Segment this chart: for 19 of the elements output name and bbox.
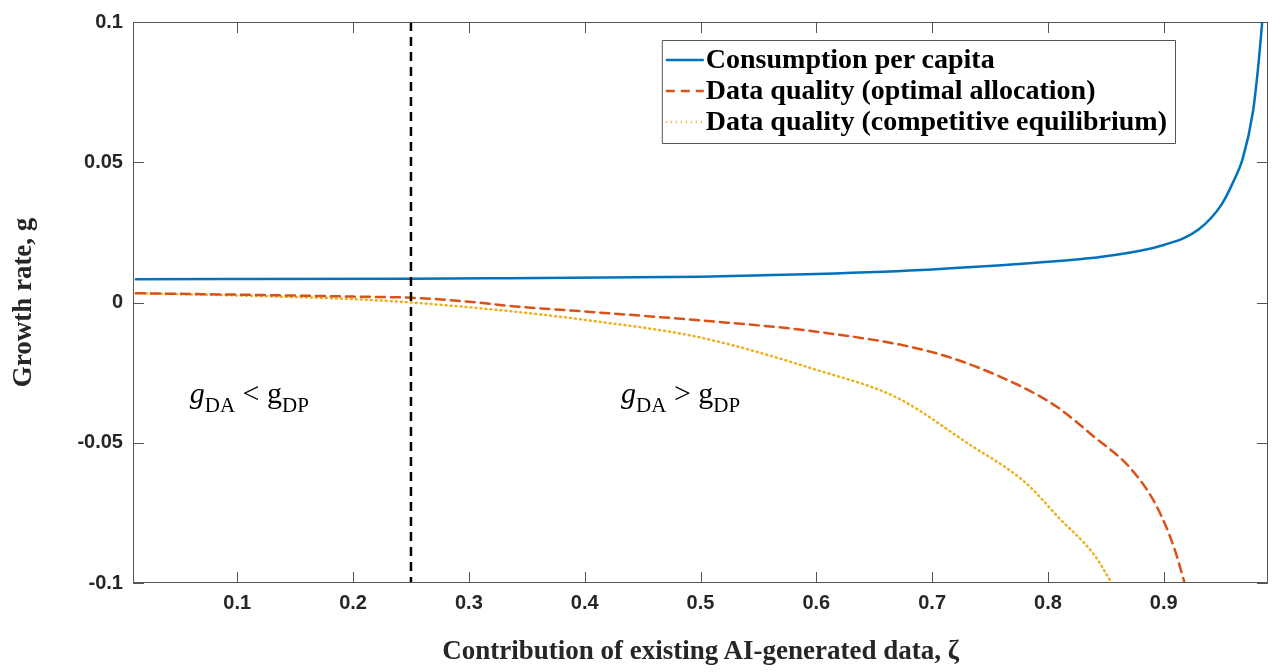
legend-label: Data quality (optimal allocation) [705,74,1096,106]
legend-label: Data quality (competitive equilibrium) [705,105,1168,137]
x-tick-label: 0.1 [223,590,252,613]
x-tick-label: 0.7 [918,590,947,613]
x-tick-label: 0.5 [686,590,715,613]
x-tick-label: 0.6 [802,590,831,613]
y-axis-title: Growth rate, g [7,217,38,388]
x-axis-title: Contribution of existing AI-generated data, ζ [442,634,960,665]
y-tick-label: 0.1 [95,9,123,32]
x-tick-label: 0.2 [339,590,367,613]
y-tick-label: 0.05 [84,149,123,172]
x-tick-label: 0.3 [454,590,483,613]
x-tick-label: 0.9 [1149,590,1178,613]
y-tick-label: 0 [111,290,123,313]
y-tick-label: -0.1 [88,570,123,593]
x-tick-label: 0.4 [570,590,600,613]
x-tick-label: 0.8 [1034,590,1062,613]
legend-label: Consumption per capita [705,43,995,75]
y-tick-label: -0.05 [77,430,123,453]
